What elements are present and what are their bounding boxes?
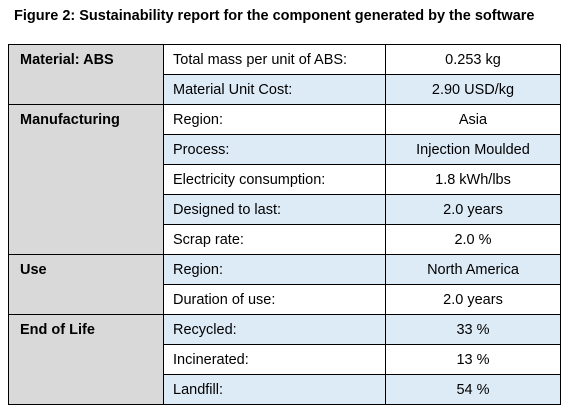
value-cell: 2.0 years — [385, 194, 561, 225]
parameter-cell: Scrap rate: — [163, 224, 386, 255]
parameter-cell: Duration of use: — [163, 284, 386, 315]
table-row: End of Life Recycled: 33 % — [8, 314, 561, 405]
table-row: Landfill: 54 % — [9, 374, 561, 405]
table-row: Manufacturing Region: Asia — [8, 104, 561, 255]
value-cell: Asia — [385, 104, 561, 135]
parameter-cell: Designed to last: — [163, 194, 386, 225]
parameter-cell: Electricity consumption: — [163, 164, 386, 195]
parameter-cell: Landfill: — [163, 374, 386, 405]
parameter-cell: Incinerated: — [163, 344, 386, 375]
table-row: Material Unit Cost: 2.90 USD/kg — [9, 74, 561, 105]
value-cell: Injection Moulded — [385, 134, 561, 165]
section-label: Manufacturing — [8, 104, 164, 255]
sustainability-report-table: Material: ABS Total mass per unit of ABS:… — [8, 44, 561, 405]
value-cell: 2.0 years — [385, 284, 561, 315]
section-label: End of Life — [8, 314, 164, 405]
value-cell: 2.90 USD/kg — [385, 74, 561, 105]
table-row: Use Region: North America — [8, 254, 561, 315]
report-body: Material: ABS Total mass per unit of ABS:… — [8, 44, 561, 405]
table-row: Designed to last: 2.0 years — [9, 194, 561, 225]
figure-caption: Figure 2: Sustainability report for the … — [14, 8, 535, 24]
value-cell: 0.253 kg — [385, 44, 561, 75]
parameter-cell: Process: — [163, 134, 386, 165]
value-cell: 54 % — [385, 374, 561, 405]
value-cell: 1.8 kWh/lbs — [385, 164, 561, 195]
table-row: Material: ABS Total mass per unit of ABS:… — [8, 44, 561, 105]
value-cell: North America — [385, 254, 561, 285]
section-label: Use — [8, 254, 164, 315]
parameter-cell: Region: — [163, 104, 386, 135]
table-row: Duration of use: 2.0 years — [9, 284, 561, 315]
value-cell: 33 % — [385, 314, 561, 345]
parameter-cell: Region: — [163, 254, 386, 285]
table-row: Electricity consumption: 1.8 kWh/lbs — [9, 164, 561, 195]
value-cell: 2.0 % — [385, 224, 561, 255]
parameter-cell: Material Unit Cost: — [163, 74, 386, 105]
parameter-cell: Recycled: — [163, 314, 386, 345]
value-cell: 13 % — [385, 344, 561, 375]
table-row: Scrap rate: 2.0 % — [9, 224, 561, 255]
parameter-cell: Total mass per unit of ABS: — [163, 44, 386, 75]
table-row: Incinerated: 13 % — [9, 344, 561, 375]
section-label: Material: ABS — [8, 44, 164, 105]
